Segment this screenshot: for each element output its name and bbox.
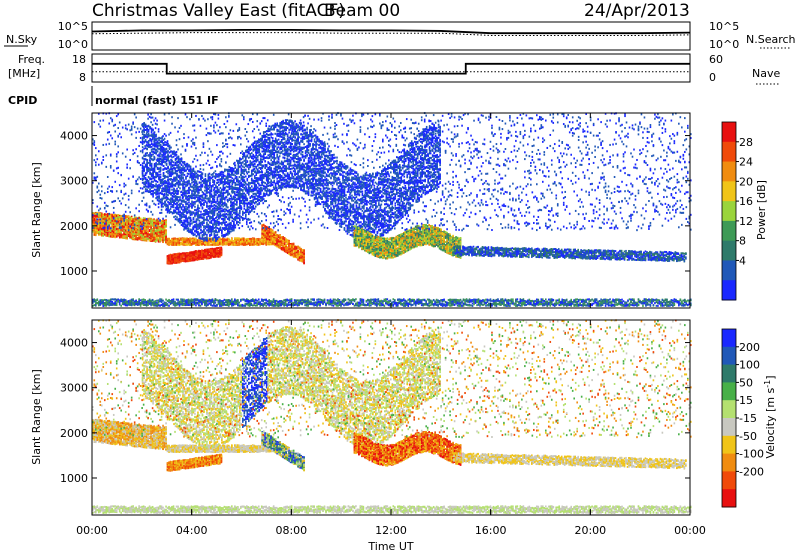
- colorbar-segment: [722, 346, 736, 366]
- velocity-x-axis: 00:00 04:00 08:00 12:00 16:00 20:00 00:00: [76, 113, 706, 537]
- power-panel: 1000 2000 3000 4000 Slant Range [km] 28 24 20…: [30, 112, 768, 309]
- noise-tick-high: 10^5: [58, 20, 88, 33]
- colorbar-tick-label: 100: [739, 359, 760, 372]
- nave-label: Nave: [752, 67, 780, 80]
- colorbar-segment: [722, 489, 736, 508]
- colorbar-tick-label: 4: [739, 254, 746, 267]
- noise-tick-low: 10^0: [58, 38, 88, 51]
- colorbar-tick-label: 12: [739, 215, 753, 228]
- y-tick-label: 3000: [60, 382, 88, 395]
- x-tick-label: 04:00: [176, 524, 208, 537]
- colorbar-segment: [722, 141, 736, 163]
- noise-panel: N.Sky 10^5 10^0 10^5 10^0 N.Search: [4, 20, 796, 51]
- x-tick-label: 20:00: [574, 524, 606, 537]
- cpid-panel: CPID normal (fast) 151 IF: [8, 86, 219, 107]
- noise-tick-high-right: 10^5: [709, 20, 739, 33]
- nsearch-label: N.Search: [746, 33, 796, 46]
- colorbar-tick-label: 28: [739, 136, 753, 149]
- y-tick-label: 1000: [60, 472, 88, 485]
- colorbar-segment: [722, 280, 736, 301]
- colorbar-segment: [722, 453, 736, 472]
- station-title: Christmas Valley East (fitACF): [92, 1, 345, 21]
- nsky-label: N.Sky: [6, 33, 38, 46]
- date-title: 24/Apr/2013: [584, 1, 690, 21]
- power-heatmap: [92, 112, 692, 307]
- frequency-series: [92, 62, 690, 75]
- freq-tick-high: 18: [72, 53, 86, 66]
- colorbar-tick-label: 24: [739, 156, 753, 169]
- cpid-label: CPID: [8, 94, 37, 107]
- noise-series-nsky: [91, 28, 691, 35]
- colorbar-segment: [722, 201, 736, 222]
- power-y-axis: 1000 2000 3000 4000: [60, 130, 690, 278]
- colorbar-segment: [722, 260, 736, 281]
- colorbar-segment: [722, 364, 736, 383]
- noise-lines: [91, 28, 691, 36]
- velocity-heatmap: [92, 319, 692, 514]
- x-tick-label: 12:00: [375, 524, 407, 537]
- colorbar-segment: [722, 382, 736, 401]
- power-colorbar: 28 24 20 16 12 8 4: [721, 121, 753, 301]
- colorbar-tick-label: 50: [739, 376, 753, 389]
- colorbar-segment: [722, 435, 736, 455]
- colorbar-tick-label: 200: [739, 341, 760, 354]
- colorbar-segment: [722, 240, 736, 261]
- colorbar-tick-label: -100: [739, 448, 764, 461]
- freq-label: Freq.: [18, 53, 45, 66]
- freq-tick-low: 8: [79, 71, 86, 84]
- cpid-value: normal (fast) 151 IF: [95, 94, 219, 107]
- colorbar-segment: [722, 400, 736, 419]
- colorbar-tick-label: 16: [739, 195, 753, 208]
- x-tick-label: 00:00: [674, 524, 706, 537]
- noise-tick-low-right: 10^0: [709, 38, 739, 51]
- velocity-colorbar-label: Velocity [m s-1]: [763, 375, 777, 458]
- power-ylabel: Slant Range [km]: [30, 162, 43, 258]
- frequency-panel: Freq. [MHz] 18 8 60 0 Nave: [8, 53, 780, 85]
- y-tick-label: 3000: [60, 175, 88, 188]
- colorbar-tick-label: 20: [739, 175, 753, 188]
- colorbar-segment: [722, 161, 736, 182]
- x-tick-label: 00:00: [76, 524, 108, 537]
- noise-series-nsearch: [91, 32, 691, 36]
- x-tick-label: 16:00: [475, 524, 507, 537]
- x-tick-label: 08:00: [275, 524, 307, 537]
- y-tick-label: 2000: [60, 427, 88, 440]
- y-tick-label: 4000: [60, 130, 88, 143]
- nave-tick-high: 60: [709, 53, 723, 66]
- beam-title: Beam 00: [324, 1, 400, 21]
- y-tick-label: 2000: [60, 220, 88, 233]
- velocity-xlabel: Time UT: [367, 540, 413, 553]
- velocity-colorbar: 200 100 50 15 -15 -50 -100 -200: [721, 328, 764, 508]
- colorbar-segment: [722, 418, 736, 437]
- power-colorbar-label: Power [dB]: [755, 180, 768, 240]
- y-tick-label: 1000: [60, 265, 88, 278]
- colorbar-segment: [722, 220, 736, 242]
- colorbar-segment: [722, 122, 736, 143]
- colorbar-segment: [722, 471, 736, 490]
- colorbar-tick-label: -50: [739, 430, 757, 443]
- nave-tick-low: 0: [709, 71, 716, 84]
- colorbar-segment: [722, 181, 736, 202]
- y-tick-label: 4000: [60, 337, 88, 350]
- colorbar-tick-label: 8: [739, 235, 746, 248]
- colorbar-segment: [722, 329, 736, 348]
- velocity-ylabel: Slant Range [km]: [30, 369, 43, 465]
- colorbar-tick-label: 15: [739, 394, 753, 407]
- velocity-panel: 1000 2000 3000 4000 00:00 04:00 08:00 12:00 16:…: [30, 113, 777, 553]
- frequency-lines: [92, 62, 690, 75]
- freq-unit-label: [MHz]: [8, 67, 40, 80]
- colorbar-tick-label: -200: [739, 465, 764, 478]
- velocity-y-axis: 1000 2000 3000 4000: [60, 337, 690, 485]
- colorbar-tick-label: -15: [739, 412, 757, 425]
